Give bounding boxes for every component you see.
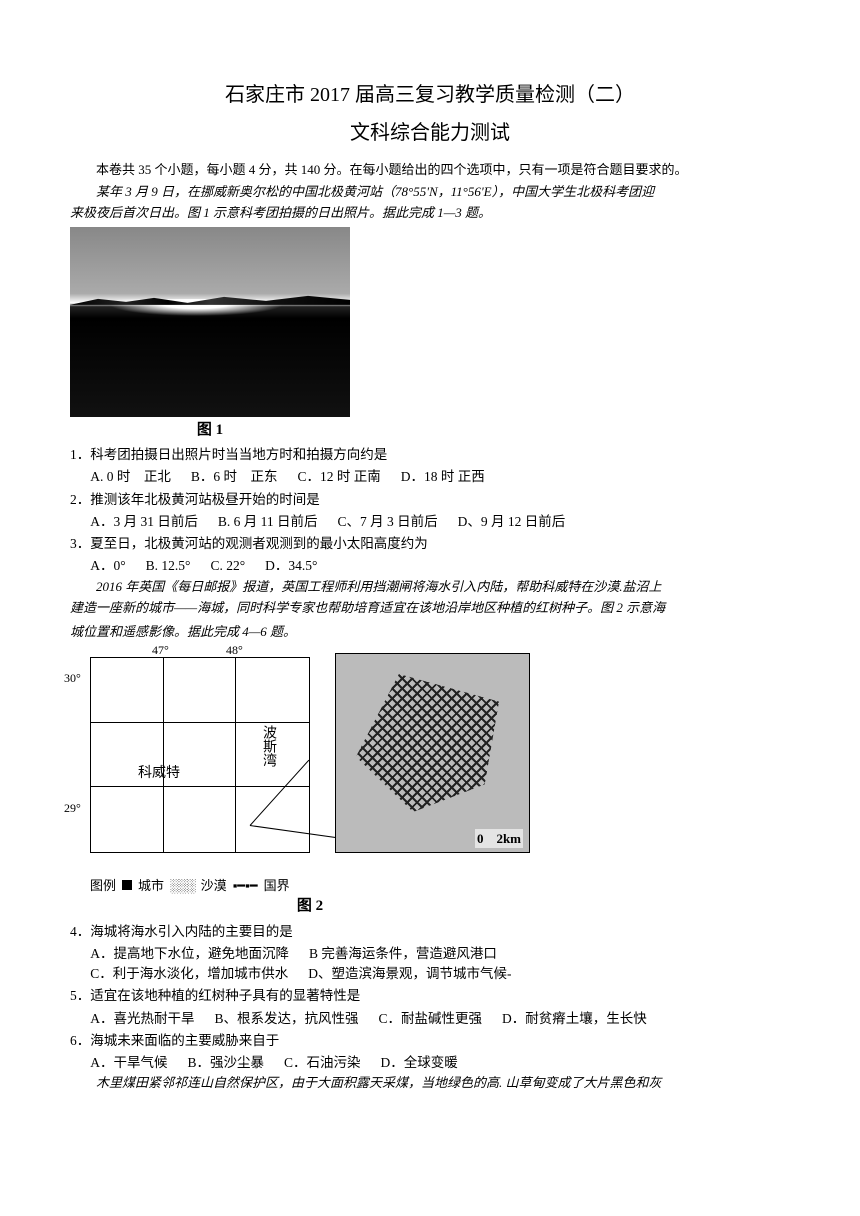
question-1-stem: 1．科考团拍摄日出照片时当当地方时和拍摄方向约是 bbox=[70, 445, 790, 465]
figure-1-label: 图 1 bbox=[70, 419, 350, 442]
q6-option-c: C．石油污染 bbox=[284, 1053, 361, 1073]
q5-option-d: D．耐贫瘠土壤，生长快 bbox=[502, 1009, 647, 1029]
figure-2-map: 47° 48° 30° 29° 科威特 波斯湾 0 2km 图例 城市 ░░░ … bbox=[90, 645, 530, 895]
q4-option-a: A．提高地下水位，避免地面沉降 bbox=[90, 944, 289, 964]
scale-bar: 0 2km bbox=[475, 829, 523, 849]
q5-option-a: A．喜光热耐干旱 bbox=[90, 1009, 194, 1029]
map-label-sea: 波斯湾 bbox=[258, 725, 279, 767]
q6-option-a: A．干旱气候 bbox=[90, 1053, 167, 1073]
q2-option-a: A．3 月 31 日前后 bbox=[90, 512, 198, 532]
legend-row: 图例 城市 ░░░ 沙漠 ▪━▪━ 国界 bbox=[90, 876, 290, 896]
legend-border: 国界 bbox=[264, 876, 290, 896]
q1-option-a: A. 0 时 正北 bbox=[90, 467, 171, 487]
question-4-options: A．提高地下水位，避免地面沉降 B 完善海运条件，营造避风港口 bbox=[90, 944, 790, 964]
q2-option-d: D、9 月 12 日前后 bbox=[458, 512, 566, 532]
question-3-stem: 3．夏至日，北极黄河站的观测者观测到的最小太阳高度约为 bbox=[70, 534, 790, 554]
q6-option-d: D．全球变暖 bbox=[381, 1053, 458, 1073]
coord-lon-47: 47° bbox=[152, 641, 169, 659]
passage-2-line-2: 建造一座新的城市——海城，同时科学专家也帮助培育适宜在该地沿岸地区种植的红树种子… bbox=[70, 598, 790, 618]
question-2-stem: 2．推测该年北极黄河站极昼开始的时间是 bbox=[70, 490, 790, 510]
coord-lat-29: 29° bbox=[64, 799, 81, 817]
title-main: 石家庄市 2017 届高三复习教学质量检测（二） bbox=[70, 80, 790, 110]
figure-1-photo bbox=[70, 227, 350, 417]
q1-option-b: B．6 时 正东 bbox=[191, 467, 278, 487]
q1-option-d: D．18 时 正西 bbox=[401, 467, 485, 487]
q2-option-b: B. 6 月 11 日前后 bbox=[218, 512, 318, 532]
figure-2-label: 图 2 bbox=[90, 895, 530, 918]
q4-option-d: D、塑造滨海景观，调节城市气候- bbox=[308, 964, 511, 984]
q5-option-c: C．耐盐碱性更强 bbox=[379, 1009, 483, 1029]
q5-option-b: B、根系发达，抗风性强 bbox=[215, 1009, 359, 1029]
question-5-stem: 5．适宜在该地种植的红树种子具有的显著特性是 bbox=[70, 986, 790, 1006]
legend-desert: 沙漠 bbox=[201, 876, 227, 896]
satellite-image: 0 2km bbox=[335, 653, 530, 853]
passage-2-line-3: 城位置和遥感影像。据此完成 4—6 题。 bbox=[70, 622, 790, 642]
legend-desert-icon: ░░░ bbox=[170, 876, 195, 896]
coord-lon-48: 48° bbox=[226, 641, 243, 659]
question-5-options: A．喜光热耐干旱 B、根系发达，抗风性强 C．耐盐碱性更强 D．耐贫瘠土壤，生长… bbox=[90, 1009, 790, 1029]
question-1-options: A. 0 时 正北 B．6 时 正东 C．12 时 正南 D．18 时 正西 bbox=[90, 467, 790, 487]
exam-intro: 本卷共 35 个小题，每小题 4 分，共 140 分。在每小题给出的四个选项中，… bbox=[70, 160, 790, 180]
question-4-stem: 4．海城将海水引入内陆的主要目的是 bbox=[70, 922, 790, 942]
passage-1-line-2: 来极夜后首次日出。图 1 示意科考团拍摄的日出照片。据此完成 1—3 题。 bbox=[70, 203, 790, 223]
q4-option-b: B 完善海运条件，营造避风港口 bbox=[309, 944, 497, 964]
q3-option-a: A．0° bbox=[90, 556, 125, 576]
question-6-stem: 6．海城未来面临的主要威胁来自于 bbox=[70, 1031, 790, 1051]
title-sub: 文科综合能力测试 bbox=[70, 118, 790, 148]
map-label-country: 科威特 bbox=[138, 763, 180, 784]
q3-option-c: C. 22° bbox=[210, 556, 245, 576]
passage-2-line-1: 2016 年英国《每日邮报》报道，英国工程师利用挡潮闸将海水引入内陆，帮助科威特… bbox=[70, 577, 790, 597]
coord-lat-30: 30° bbox=[64, 669, 81, 687]
legend-border-icon: ▪━▪━ bbox=[233, 876, 258, 896]
passage-1-line-1: 某年 3 月 9 日，在挪威新奥尔松的中国北极黄河站（78°55'N，11°56… bbox=[70, 182, 790, 202]
q6-option-b: B．强沙尘暴 bbox=[188, 1053, 265, 1073]
q3-option-b: B. 12.5° bbox=[146, 556, 191, 576]
q3-option-d: D．34.5° bbox=[265, 556, 317, 576]
legend-city-icon bbox=[122, 880, 132, 890]
passage-3-line-1: 木里煤田紧邻祁连山自然保护区，由于大面积露天采煤，当地绿色的高. 山草甸变成了大… bbox=[70, 1073, 790, 1093]
q1-option-c: C．12 时 正南 bbox=[298, 467, 381, 487]
legend-city: 城市 bbox=[138, 876, 164, 896]
question-2-options: A．3 月 31 日前后 B. 6 月 11 日前后 C、7 月 3 日前后 D… bbox=[90, 512, 790, 532]
question-3-options: A．0° B. 12.5° C. 22° D．34.5° bbox=[90, 556, 790, 576]
q4-option-c: C．利于海水淡化，增加城市供水 bbox=[90, 964, 288, 984]
q2-option-c: C、7 月 3 日前后 bbox=[338, 512, 438, 532]
question-4-options-2: C．利于海水淡化，增加城市供水 D、塑造滨海景观，调节城市气候- bbox=[90, 964, 790, 984]
legend-title: 图例 bbox=[90, 876, 116, 896]
question-6-options: A．干旱气候 B．强沙尘暴 C．石油污染 D．全球变暖 bbox=[90, 1053, 790, 1073]
